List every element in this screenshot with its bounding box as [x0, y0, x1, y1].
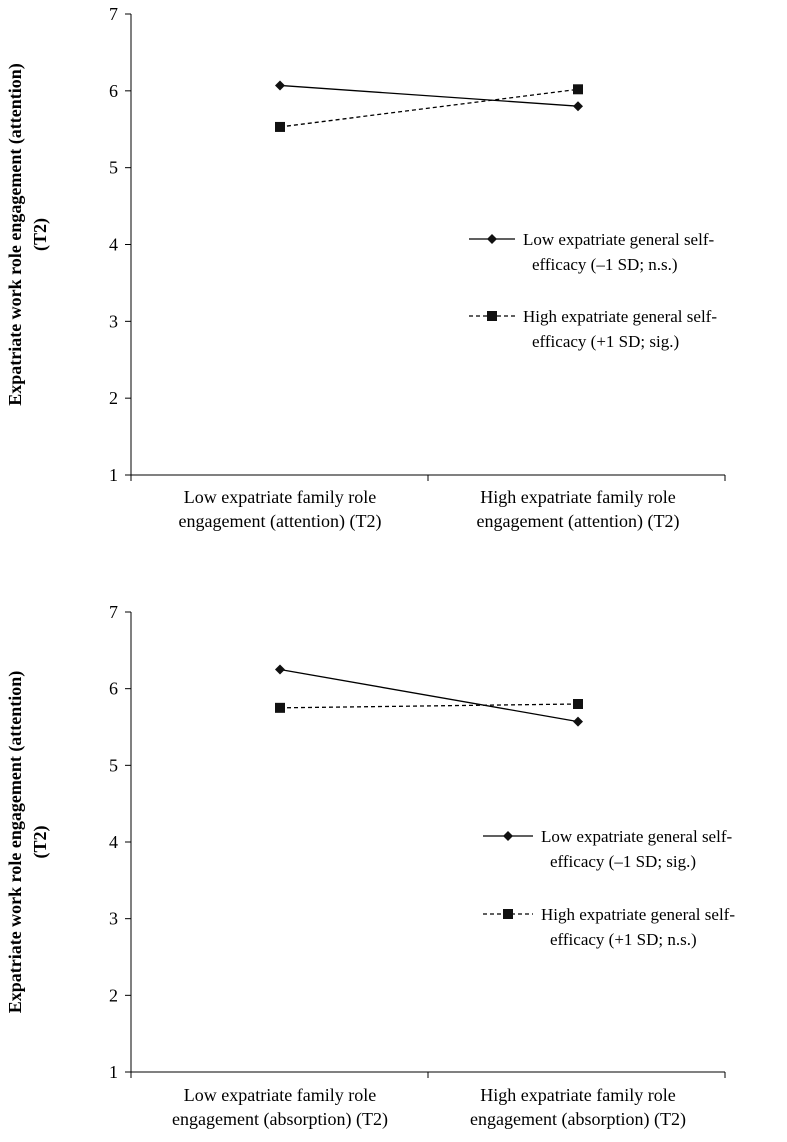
legend-marker-diamond: [487, 234, 497, 244]
legend-label: Low expatriate general self-: [523, 230, 714, 249]
series-2: High expatriate general self-efficacy (+…: [275, 84, 717, 351]
y-tick-label: 1: [109, 1062, 118, 1082]
y-axis-title: (T2): [30, 826, 51, 859]
y-tick-label: 3: [109, 311, 118, 331]
series-2: High expatriate general self-efficacy (+…: [275, 699, 735, 949]
legend-label: High expatriate general self-: [523, 307, 717, 326]
y-axis-title: Expatriate work role engagement (attenti…: [5, 63, 26, 406]
data-point-square: [573, 84, 583, 95]
x-category-label: High expatriate family role: [480, 1085, 675, 1105]
y-tick-label: 7: [109, 4, 118, 24]
data-point-diamond: [573, 101, 583, 112]
x-category-label: engagement (absorption) (T2): [470, 1109, 686, 1130]
y-tick-label: 2: [109, 388, 118, 408]
y-tick-label: 4: [109, 832, 118, 852]
y-tick-label: 2: [109, 985, 118, 1005]
data-point-diamond: [275, 664, 285, 675]
legend-label: efficacy (+1 SD; sig.): [532, 332, 679, 351]
legend-label: Low expatriate general self-: [541, 827, 732, 846]
y-tick-label: 4: [109, 235, 118, 255]
legend-marker-diamond: [503, 831, 513, 841]
data-point-diamond: [573, 716, 583, 727]
y-tick-label: 5: [109, 755, 118, 775]
y-tick-label: 6: [109, 679, 118, 699]
y-tick-label: 7: [109, 602, 118, 622]
legend-label: efficacy (+1 SD; n.s.): [550, 930, 697, 949]
y-tick-label: 1: [109, 465, 118, 485]
x-category-label: engagement (attention) (T2): [477, 511, 680, 532]
legend-label: efficacy (–1 SD; sig.): [550, 852, 696, 871]
x-category-label: engagement (absorption) (T2): [172, 1109, 388, 1130]
chart-panel-1: 1 2 3 4 5 6 7 Low expatriate family role engagem…: [5, 4, 726, 532]
x-category-label: engagement (attention) (T2): [179, 511, 382, 532]
legend-marker-square: [487, 311, 497, 321]
series-1: Low expatriate general self-efficacy (–1…: [275, 664, 732, 871]
data-point-diamond: [275, 80, 285, 91]
series-line: [279, 88, 579, 128]
x-category-label: Low expatriate family role: [184, 487, 376, 507]
series-line: [279, 668, 579, 723]
y-axis-title: Expatriate work role engagement (attenti…: [5, 671, 26, 1014]
series-line: [279, 84, 579, 107]
y-axis-title: (T2): [30, 218, 51, 251]
series-line: [279, 703, 579, 709]
data-point-square: [275, 702, 285, 713]
y-tick-label: 3: [109, 909, 118, 929]
x-category-label: High expatriate family role: [480, 487, 675, 507]
x-category-label: Low expatriate family role: [184, 1085, 376, 1105]
data-point-square: [573, 699, 583, 709]
chart-panel-2: 1 2 3 4 5 6 7 Low expatriate family role engagem…: [5, 602, 735, 1130]
legend-label: High expatriate general self-: [541, 905, 735, 924]
legend-marker-square: [503, 909, 513, 919]
y-tick-label: 5: [109, 158, 118, 178]
legend-label: efficacy (–1 SD; n.s.): [532, 255, 678, 274]
y-tick-label: 6: [109, 81, 118, 101]
data-point-square: [275, 121, 285, 132]
series-1: Low expatriate general self-efficacy (–1…: [275, 80, 714, 274]
